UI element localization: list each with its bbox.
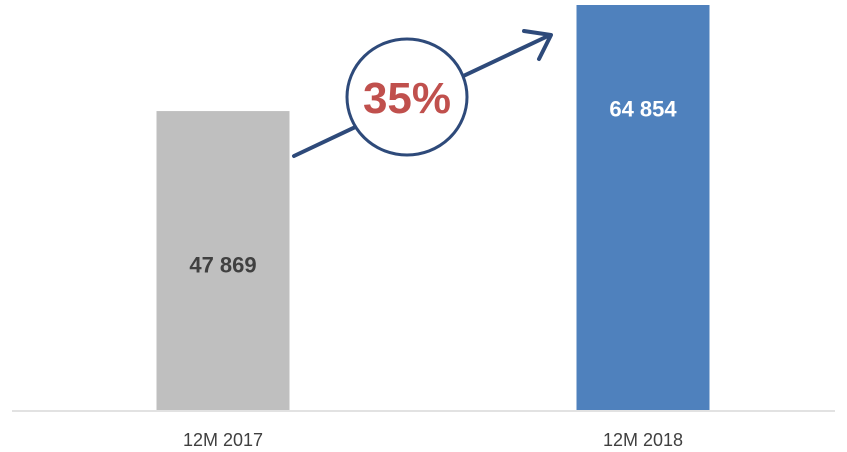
bar-group (156, 5, 710, 410)
bar-value-label-2018: 64 854 (609, 97, 677, 122)
growth-percent-label: 35% (363, 74, 451, 123)
category-label-2018: 12M 2018 (603, 430, 683, 450)
growth-arrow-head (522, 29, 553, 61)
bar-12m-2017 (156, 111, 290, 410)
category-label-2017: 12M 2017 (183, 430, 263, 450)
bar-value-label-2017: 47 869 (189, 252, 256, 277)
growth-badge-circle (345, 37, 469, 157)
bar-12m-2018 (576, 5, 710, 410)
growth-badge: 35% (345, 37, 469, 157)
